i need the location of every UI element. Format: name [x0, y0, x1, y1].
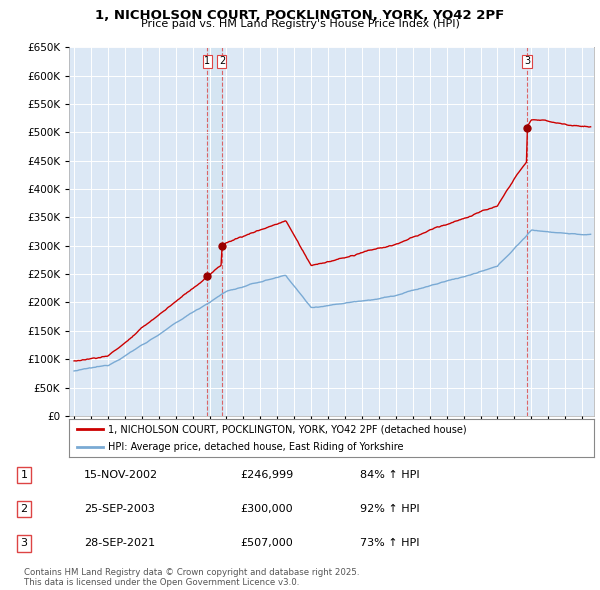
Text: 73% ↑ HPI: 73% ↑ HPI [360, 539, 419, 548]
Text: 1: 1 [20, 470, 28, 480]
Text: 2: 2 [219, 57, 225, 67]
Text: Contains HM Land Registry data © Crown copyright and database right 2025.
This d: Contains HM Land Registry data © Crown c… [24, 568, 359, 587]
Bar [208, 47, 222, 416]
Text: 1: 1 [205, 57, 211, 67]
Text: 84% ↑ HPI: 84% ↑ HPI [360, 470, 419, 480]
Text: 1, NICHOLSON COURT, POCKLINGTON, YORK, YO42 2PF (detached house): 1, NICHOLSON COURT, POCKLINGTON, YORK, Y… [109, 424, 467, 434]
Text: 3: 3 [524, 57, 530, 67]
Text: £507,000: £507,000 [240, 539, 293, 548]
Text: 3: 3 [20, 539, 28, 548]
Text: 28-SEP-2021: 28-SEP-2021 [84, 539, 155, 548]
Text: 15-NOV-2002: 15-NOV-2002 [84, 470, 158, 480]
Text: 92% ↑ HPI: 92% ↑ HPI [360, 504, 419, 514]
Text: HPI: Average price, detached house, East Riding of Yorkshire: HPI: Average price, detached house, East… [109, 442, 404, 452]
Text: Price paid vs. HM Land Registry's House Price Index (HPI): Price paid vs. HM Land Registry's House … [140, 19, 460, 30]
Text: 1, NICHOLSON COURT, POCKLINGTON, YORK, YO42 2PF: 1, NICHOLSON COURT, POCKLINGTON, YORK, Y… [95, 9, 505, 22]
Text: 25-SEP-2003: 25-SEP-2003 [84, 504, 155, 514]
Text: 2: 2 [20, 504, 28, 514]
Text: £300,000: £300,000 [240, 504, 293, 514]
Text: £246,999: £246,999 [240, 470, 293, 480]
